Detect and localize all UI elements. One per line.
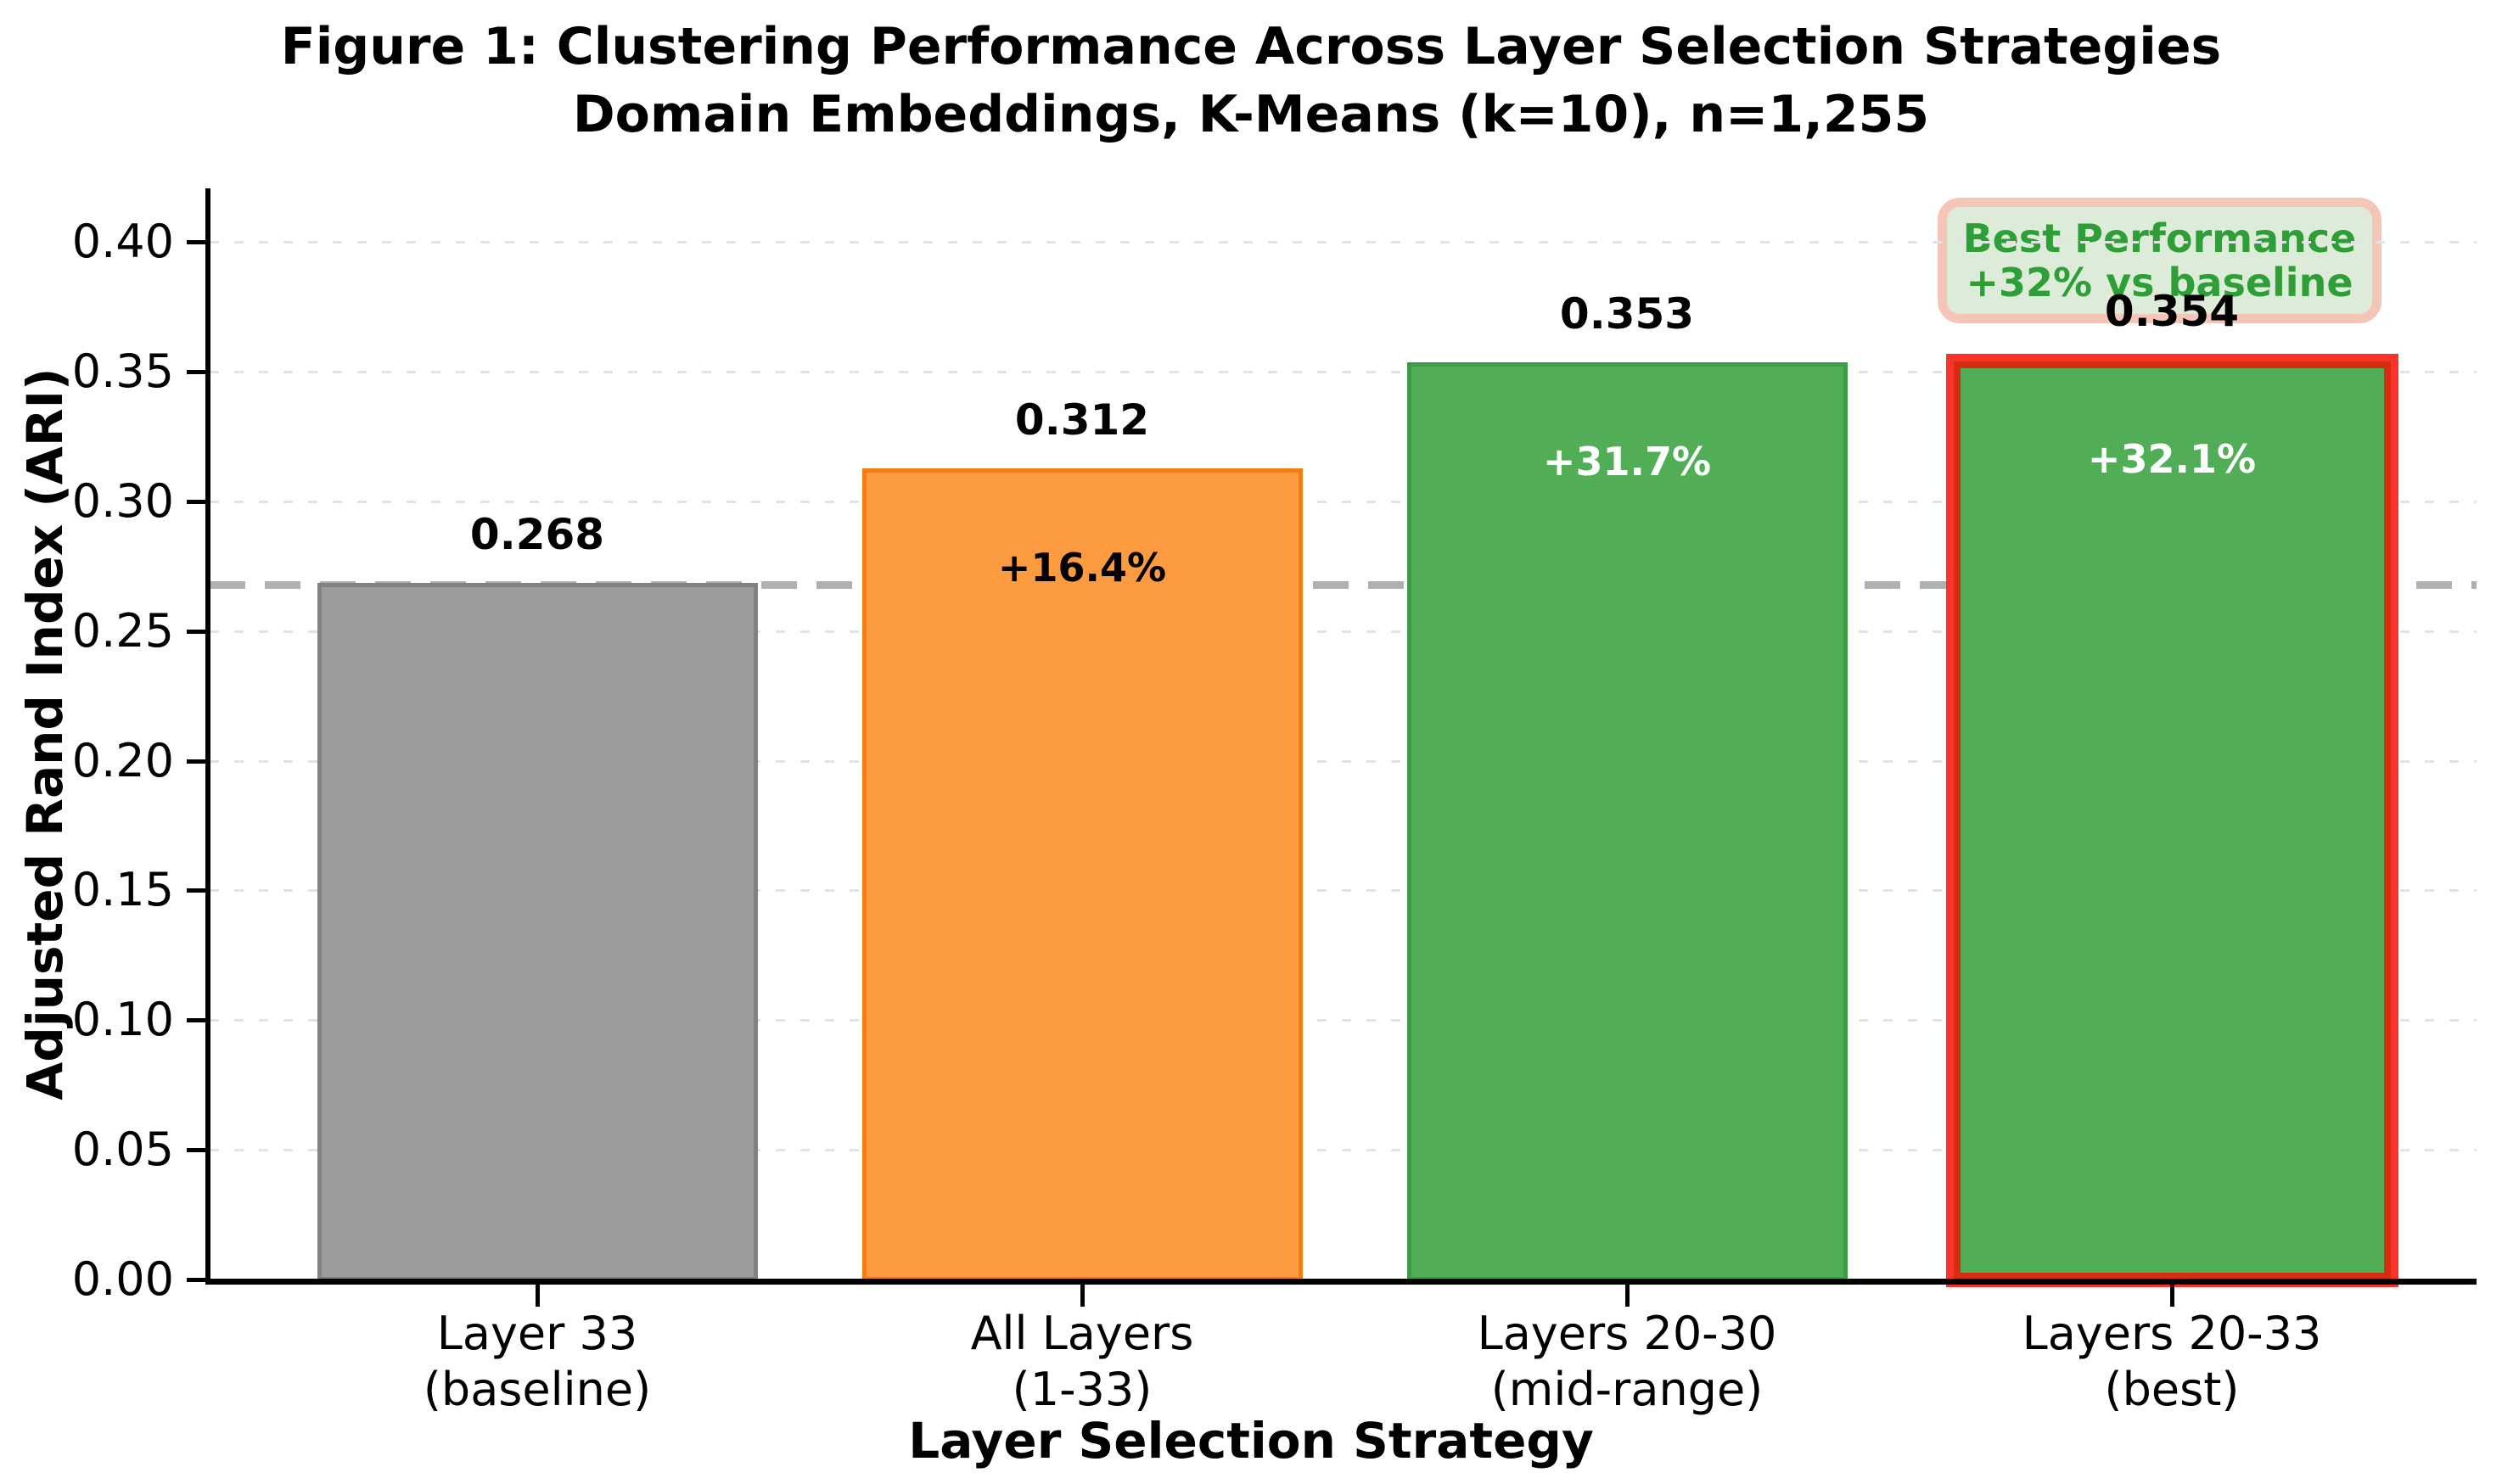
y-tick-label: 0.00 [71,1252,174,1306]
x-tick-label-line: (1-33) [1012,1363,1153,1416]
x-axis-spine [205,1279,2477,1285]
figure-title-line2: Domain Embeddings, K-Means (k=10), n=1,2… [572,85,1930,144]
x-axis-label: Layer Selection Strategy [908,1412,1594,1470]
y-tick-label: 0.05 [71,1123,174,1177]
x-tick-mark [536,1285,540,1307]
x-tick-label-line: (mid-range) [1490,1363,1764,1416]
annotation-line2: +32% vs baseline [1966,260,2353,305]
baseline-dashed-line [210,580,2477,589]
y-tick-label: 0.15 [71,863,174,917]
y-tick-mark [187,1018,210,1023]
bar-value-label: 0.268 [469,509,605,559]
bar [1406,361,1848,1281]
x-tick-label: Layers 20-33 (best) [1900,1306,2443,1418]
x-tick-label-line: (baseline) [423,1363,652,1416]
y-tick-label: 0.10 [71,993,174,1047]
gridline [210,500,2477,503]
x-tick-label-line: Layers 20-30 [1477,1307,1777,1360]
annotation-line1: Best Performance [1962,216,2357,261]
figure-title-line1: Figure 1: Clustering Performance Across … [280,17,2222,76]
y-tick-mark [187,240,210,244]
x-tick-label: All Layers (1-33) [811,1306,1354,1418]
bar-pct-label: +32.1% [2087,435,2257,482]
gridline [210,759,2477,763]
y-tick-mark [187,1278,210,1282]
bar-value-label: 0.353 [1559,288,1695,339]
y-tick-label: 0.40 [71,215,174,268]
bar-highlighted [1945,353,2398,1287]
gridline [210,370,2477,373]
x-tick-label: Layers 20-30 (mid-range) [1355,1306,1899,1418]
best-performance-annotation: Best Performance +32% vs baseline [1938,198,2381,323]
y-tick-label: 0.35 [71,344,174,398]
y-tick-mark [187,629,210,634]
y-tick-label: 0.30 [71,473,174,528]
y-tick-label: 0.20 [71,733,174,787]
bar-value-label: 0.354 [2104,286,2240,336]
gridline [210,1149,2477,1152]
x-tick-label-line: Layer 33 [436,1307,638,1360]
x-tick-label-line: Layers 20-33 [2022,1307,2322,1360]
bar-value-label: 0.312 [1014,395,1150,445]
bar [317,582,758,1281]
bar [861,468,1303,1281]
y-tick-mark [187,1148,210,1153]
y-tick-mark [187,499,210,504]
gridline [210,889,2477,893]
x-tick-mark [2170,1285,2174,1307]
y-axis-spine [205,188,210,1285]
bar-pct-label: +16.4% [997,545,1167,591]
bar-pct-label: +31.7% [1542,438,1712,484]
y-tick-mark [187,888,210,893]
gridline [210,1019,2477,1022]
x-tick-label: Layer 33 (baseline) [266,1306,809,1418]
x-tick-mark [1080,1285,1085,1307]
x-tick-label-line: All Layers [970,1307,1194,1360]
x-tick-label-line: (best) [2104,1363,2240,1416]
y-tick-mark [187,759,210,764]
gridline [210,241,2477,244]
gridline [210,630,2477,633]
y-tick-label: 0.25 [71,603,174,658]
y-tick-mark [187,369,210,374]
x-tick-mark [1625,1285,1630,1307]
